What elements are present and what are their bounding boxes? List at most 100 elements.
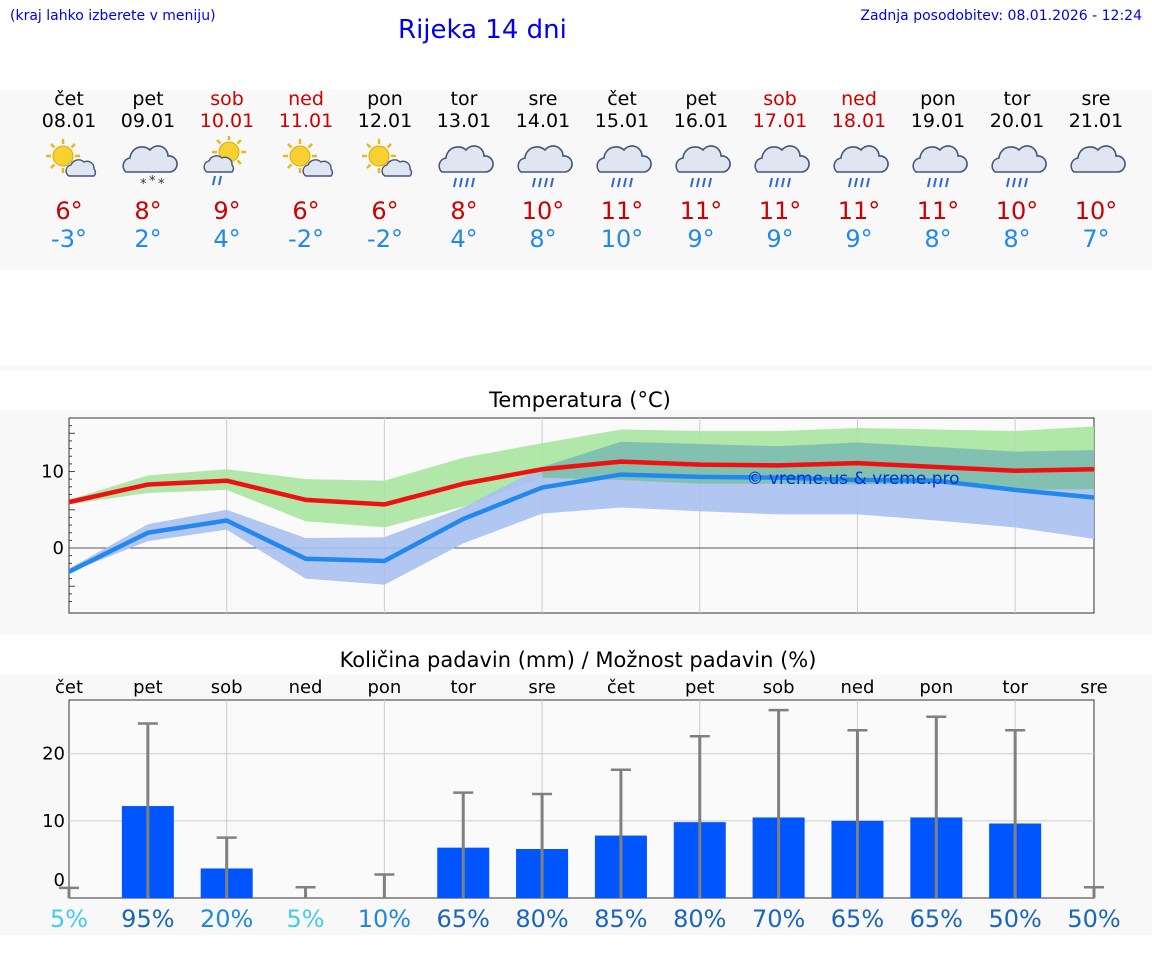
sun-cloud-icon <box>362 139 413 177</box>
day-date: 08.01 <box>41 110 97 132</box>
precip-probability: 5% <box>50 905 88 933</box>
day-date: 19.01 <box>910 110 966 132</box>
page-title: Rijeka 14 dni <box>398 15 567 45</box>
day-name: čet <box>54 88 84 110</box>
x-tick-label: pon <box>919 677 953 698</box>
day-name: sob <box>210 88 244 110</box>
temp-max: 11° <box>600 197 644 225</box>
chart-title: Temperatura (°C) <box>488 388 671 412</box>
rain-drop <box>538 177 542 188</box>
last-updated: Zadnja posodobitev: 08.01.2026 - 12:24 <box>860 8 1142 24</box>
temp-max: 11° <box>837 197 881 225</box>
rain-drop <box>1018 177 1022 188</box>
x-tick-label: sob <box>211 677 243 698</box>
rain-cloud-icon <box>754 145 810 188</box>
temp-min: 4° <box>213 225 241 253</box>
precip-probability: 50% <box>1067 905 1120 933</box>
day-date: 10.01 <box>199 110 255 132</box>
rain-cloud-icon <box>991 145 1047 188</box>
temp-min: 2° <box>134 225 162 253</box>
day-column: sob 10.01 9° 4° <box>188 88 267 253</box>
temp-min: 7° <box>1082 225 1110 253</box>
rain-drop <box>854 177 858 188</box>
cloud-shape <box>912 145 968 173</box>
sun-rain-icon <box>203 136 246 186</box>
day-date: 14.01 <box>515 110 571 132</box>
temp-min: 10° <box>600 225 644 253</box>
cloud-shape <box>833 145 889 173</box>
cloud-shape <box>381 159 413 177</box>
day-name: tor <box>450 88 478 110</box>
precip-probability: 50% <box>988 905 1041 933</box>
rain-drop <box>471 177 475 188</box>
x-tick-label: pon <box>367 677 401 698</box>
cloud-shape <box>675 145 731 173</box>
temp-min: 9° <box>766 225 794 253</box>
day-date: 20.01 <box>989 110 1045 132</box>
temp-min: -3° <box>51 225 87 253</box>
day-name: sre <box>1081 88 1111 110</box>
cloud-shape <box>302 159 334 177</box>
max-temp-line <box>68 459 1095 507</box>
y-tick-label: 0 <box>54 870 65 891</box>
rain-cloud-icon <box>912 145 968 188</box>
temp-max: 6° <box>371 197 399 225</box>
snowflake: * <box>140 177 147 192</box>
temp-min: -2° <box>367 225 403 253</box>
day-name: ned <box>841 88 877 110</box>
rain-drop <box>775 177 779 188</box>
chart-title: Količina padavin (mm) / Možnost padavin … <box>340 648 817 672</box>
precip-probability: 65% <box>831 905 884 933</box>
rain-drop <box>550 177 554 188</box>
x-tick-label: čet <box>607 677 635 698</box>
temp-min: 8° <box>924 225 952 253</box>
cloud-shape <box>754 145 810 173</box>
temp-max: 9° <box>213 197 241 225</box>
sun-ray <box>366 143 372 149</box>
sun-ray <box>70 143 76 149</box>
temp-max: 10° <box>1074 197 1118 225</box>
day-column: pet 16.01 11° 9° <box>662 88 741 253</box>
x-tick-label: sre <box>528 677 555 698</box>
rain-drop <box>532 177 536 188</box>
rain-drop <box>617 177 621 188</box>
precip-probability: 80% <box>673 905 726 933</box>
sun-disc <box>289 145 311 167</box>
y-tick-label: 10 <box>41 462 64 483</box>
rain-drop <box>927 177 931 188</box>
day-date: 16.01 <box>673 110 729 132</box>
sun-ray <box>287 143 293 149</box>
day-name: pon <box>920 88 956 110</box>
x-tick-label: tor <box>450 677 476 698</box>
rain-cloud-icon <box>517 145 573 188</box>
cloud-icon <box>1070 145 1126 173</box>
rain-drop <box>769 177 773 188</box>
rain-drop <box>945 177 949 188</box>
day-date: 12.01 <box>357 110 413 132</box>
rain-drop <box>459 177 463 188</box>
sun-ray <box>216 139 222 145</box>
precip-probability: 20% <box>200 905 253 933</box>
rain-drop <box>787 177 791 188</box>
cloud-shape <box>438 145 494 173</box>
day-name: pet <box>132 88 164 110</box>
precip-probability: 10% <box>358 905 411 933</box>
x-tick-label: ned <box>841 677 875 698</box>
watermark: © vreme.us & vreme.pro <box>746 469 959 489</box>
day-column: ned 18.01 11° 9° <box>820 88 899 253</box>
precip-probability: 85% <box>594 905 647 933</box>
precip-probability: 70% <box>752 905 805 933</box>
days-band <box>0 90 1152 270</box>
day-column: sre 21.01 10° 7° <box>1057 88 1136 253</box>
x-tick-label: čet <box>55 677 83 698</box>
rain-cloud-icon <box>596 145 652 188</box>
rain-drop <box>939 177 943 188</box>
temp-max: 11° <box>758 197 802 225</box>
rain-drop <box>623 177 627 188</box>
temp-max: 10° <box>521 197 565 225</box>
location-hint: (kraj lahko izberete v meniju) <box>10 8 216 24</box>
day-name: čet <box>607 88 637 110</box>
sun-ray <box>307 143 313 149</box>
rain-drop <box>1006 177 1010 188</box>
y-tick-label: 20 <box>42 744 65 765</box>
